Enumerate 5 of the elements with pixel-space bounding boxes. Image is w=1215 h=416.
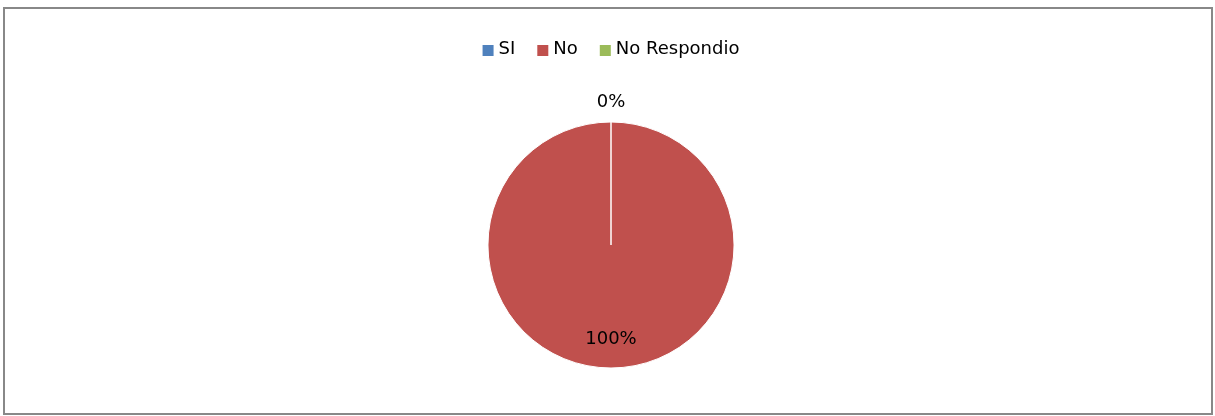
legend-label: No xyxy=(553,37,578,58)
legend-label: SI xyxy=(498,37,516,58)
text: 0% xyxy=(596,89,626,111)
legend-label: No Respondio xyxy=(615,37,740,58)
data-label: 100% xyxy=(585,326,637,348)
